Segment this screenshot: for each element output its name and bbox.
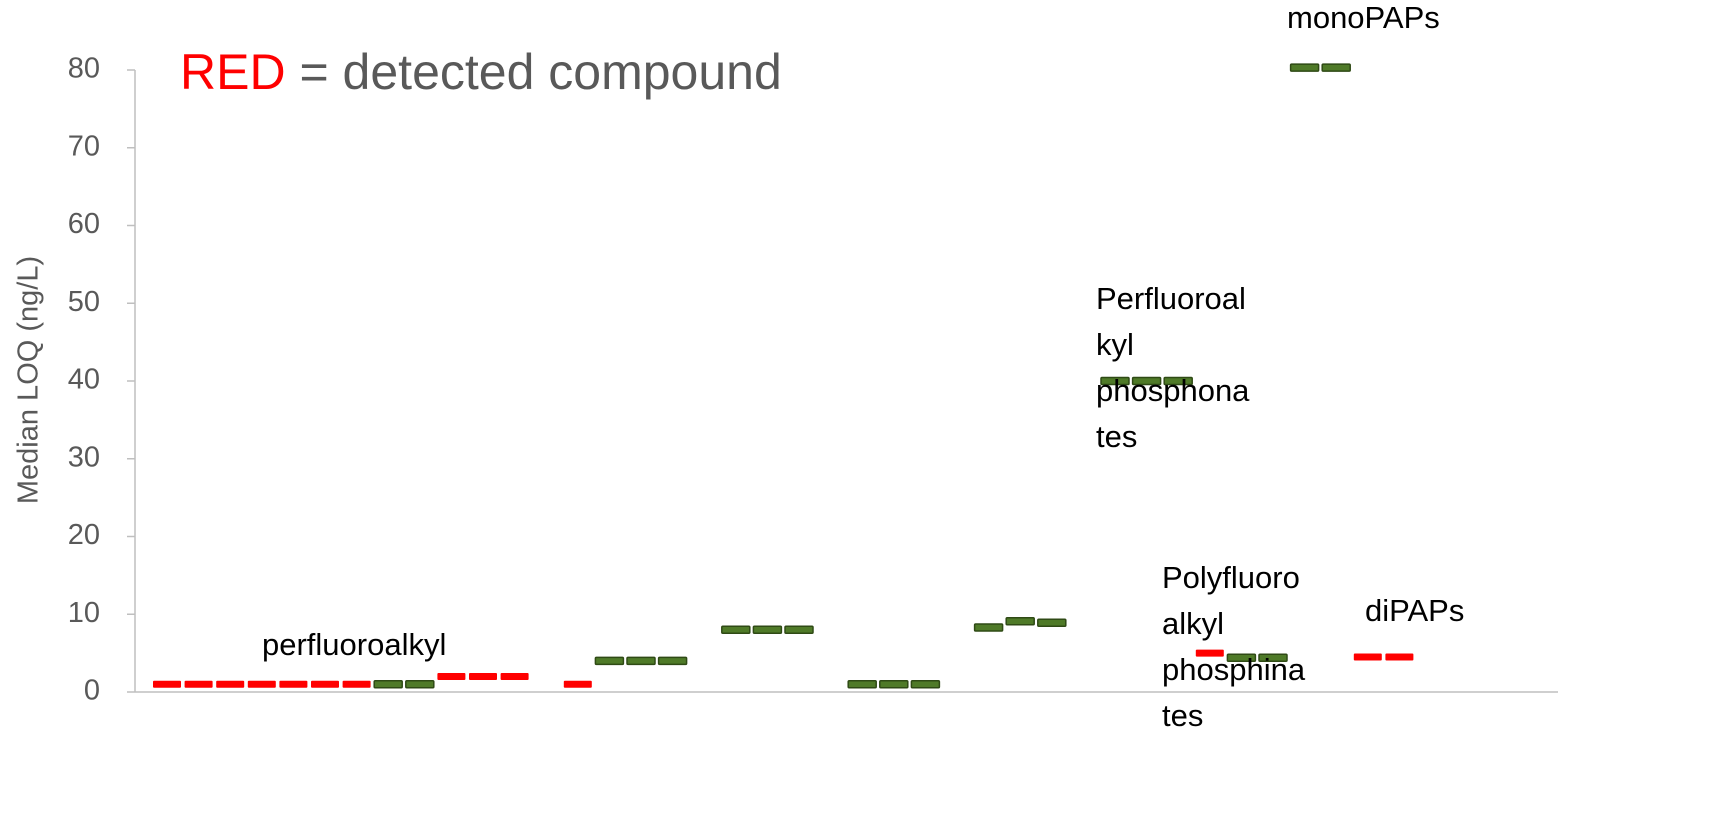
- marker: [784, 625, 814, 635]
- y-tick-label: 20: [68, 519, 100, 551]
- y-tick-label: 10: [68, 597, 100, 629]
- chart-title: RED = detected compound: [180, 44, 782, 100]
- marker: [657, 656, 688, 666]
- marker: [1131, 376, 1162, 386]
- marker: [1226, 653, 1257, 663]
- marker: [279, 680, 308, 688]
- marker: [216, 680, 245, 688]
- marker: [847, 679, 877, 689]
- annotation-line: tes: [1162, 698, 1203, 733]
- marker: [500, 672, 529, 680]
- marker: [721, 625, 751, 635]
- marker: [1353, 653, 1382, 661]
- marker: [437, 672, 466, 680]
- annotation-line: tes: [1096, 419, 1137, 454]
- marker: [973, 623, 1004, 632]
- marker: [1289, 63, 1320, 72]
- annotation: monoPAPs: [1287, 0, 1440, 35]
- annotation-line: Perfluoroal: [1096, 281, 1246, 316]
- marker: [1100, 376, 1130, 386]
- annotation-line: monoPAPs: [1287, 0, 1440, 35]
- annotation-line: kyl: [1096, 327, 1134, 362]
- y-tick-label: 70: [68, 130, 100, 162]
- annotation: Polyfluoro alkyl phosphina tes: [1162, 560, 1306, 733]
- y-tick-label: 30: [68, 441, 100, 473]
- marker: [469, 672, 497, 680]
- annotation-line: alkyl: [1162, 606, 1224, 641]
- annotation-line: phosphina: [1162, 652, 1306, 687]
- marker: [247, 680, 276, 688]
- marker: [594, 656, 625, 666]
- marker: [1195, 649, 1224, 657]
- annotation-line: perfluoroalkyl: [262, 627, 446, 662]
- marker: [1385, 653, 1414, 661]
- marker: [405, 679, 435, 689]
- annotation-line: diPAPs: [1365, 593, 1464, 628]
- title-part: RED: [180, 44, 286, 100]
- y-tick-label: 0: [84, 675, 100, 707]
- marker: [1005, 616, 1035, 626]
- marker: [1163, 376, 1193, 386]
- marker: [1321, 63, 1351, 72]
- marker: [153, 680, 181, 688]
- annotation: diPAPs: [1365, 593, 1464, 628]
- annotation: perfluoroalkyl: [262, 627, 446, 662]
- y-axis-label: Median LOQ (ng/L): [13, 256, 45, 504]
- marker: [1037, 618, 1067, 628]
- marker: [879, 679, 909, 689]
- y-tick-label: 80: [68, 53, 100, 85]
- marker: [184, 680, 213, 688]
- marker: [626, 656, 656, 666]
- marker: [752, 625, 783, 635]
- title-part: = detected compound: [286, 44, 782, 100]
- annotation-line: phosphona: [1096, 373, 1250, 408]
- marker: [311, 680, 339, 688]
- marker: [342, 680, 371, 688]
- y-tick-label: 50: [68, 286, 100, 318]
- annotation-line: Polyfluoro: [1162, 560, 1300, 595]
- marker: [563, 680, 592, 688]
- y-tick-label: 60: [68, 208, 100, 240]
- marker: [910, 679, 941, 689]
- annotation: Perfluoroal kyl phosphona tes: [1096, 281, 1250, 454]
- y-tick-label: 40: [68, 364, 100, 396]
- marker: [1258, 653, 1288, 663]
- marker: [373, 679, 403, 689]
